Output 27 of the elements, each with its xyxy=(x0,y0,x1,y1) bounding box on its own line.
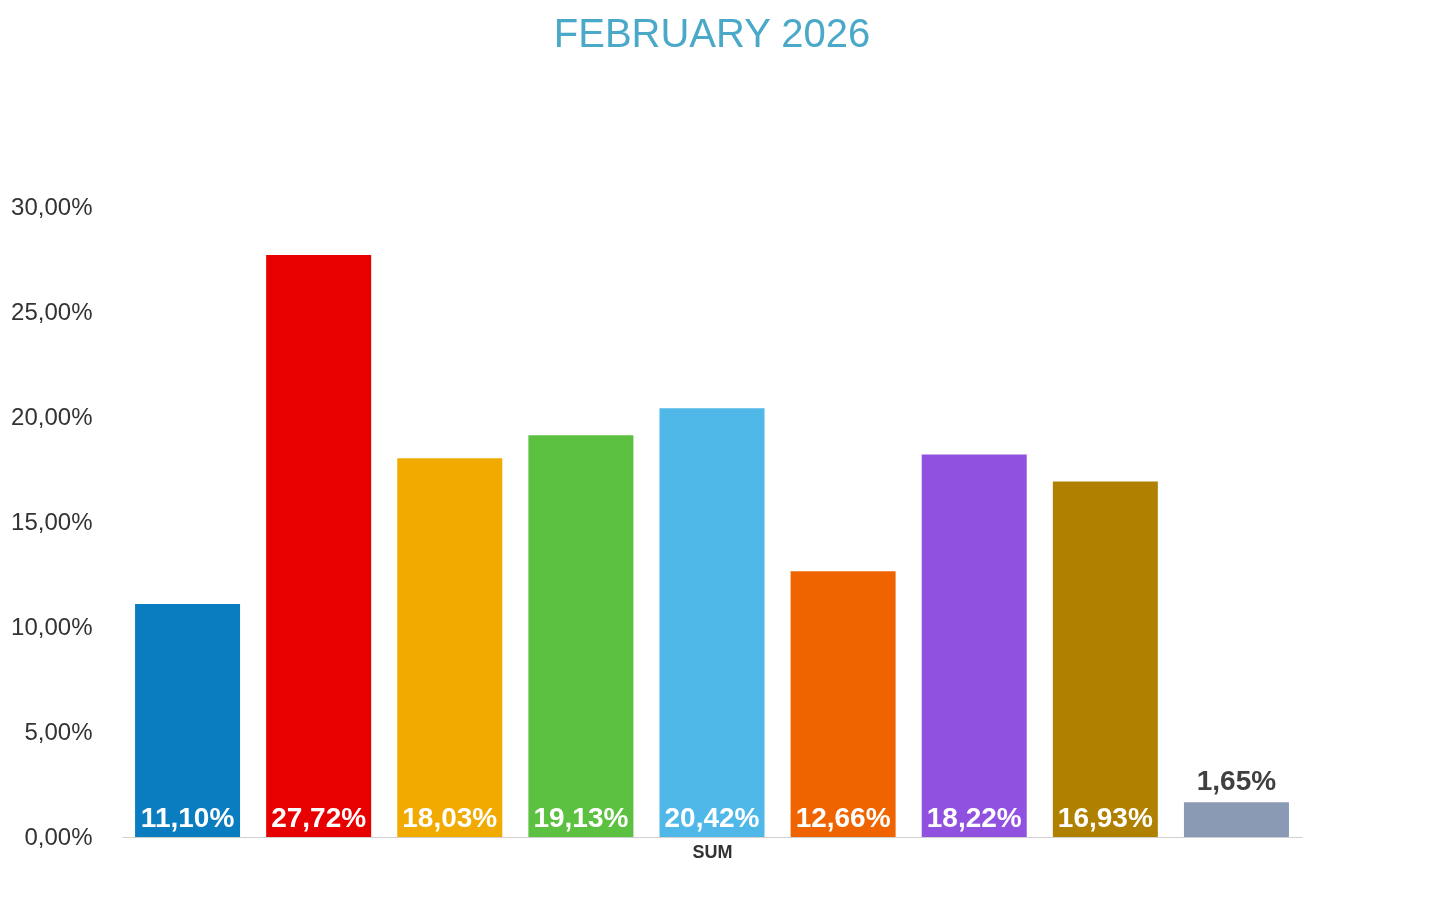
y-tick-label: 30,00% xyxy=(11,192,93,220)
data-label: 16,93% xyxy=(1057,802,1153,833)
data-label: 20,42% xyxy=(664,802,760,833)
bar xyxy=(397,458,503,837)
data-label: 1,65% xyxy=(1196,765,1277,797)
y-tick-label: 5,00% xyxy=(24,717,93,745)
data-label: 27,72% xyxy=(271,802,367,833)
bar xyxy=(266,254,372,837)
bar xyxy=(921,454,1027,837)
bar xyxy=(790,571,896,837)
y-tick-label: 25,00% xyxy=(11,297,93,325)
bar xyxy=(135,603,241,837)
y-tick-label: 0,00% xyxy=(24,822,93,850)
x-axis-title: SUM xyxy=(692,841,733,862)
bar xyxy=(659,408,765,837)
chart-title: FEBRUARY 2026 xyxy=(553,11,871,55)
bar xyxy=(528,435,634,837)
bar xyxy=(1052,481,1158,837)
data-label: 18,03% xyxy=(402,802,498,833)
bar xyxy=(1183,802,1289,837)
y-tick-label: 15,00% xyxy=(11,507,93,535)
data-label: 18,22% xyxy=(926,802,1022,833)
data-label: 12,66% xyxy=(795,802,891,833)
data-label: 19,13% xyxy=(533,802,629,833)
y-tick-label: 20,00% xyxy=(11,402,93,430)
data-label: 11,10% xyxy=(140,802,235,833)
y-tick-label: 10,00% xyxy=(11,612,93,640)
